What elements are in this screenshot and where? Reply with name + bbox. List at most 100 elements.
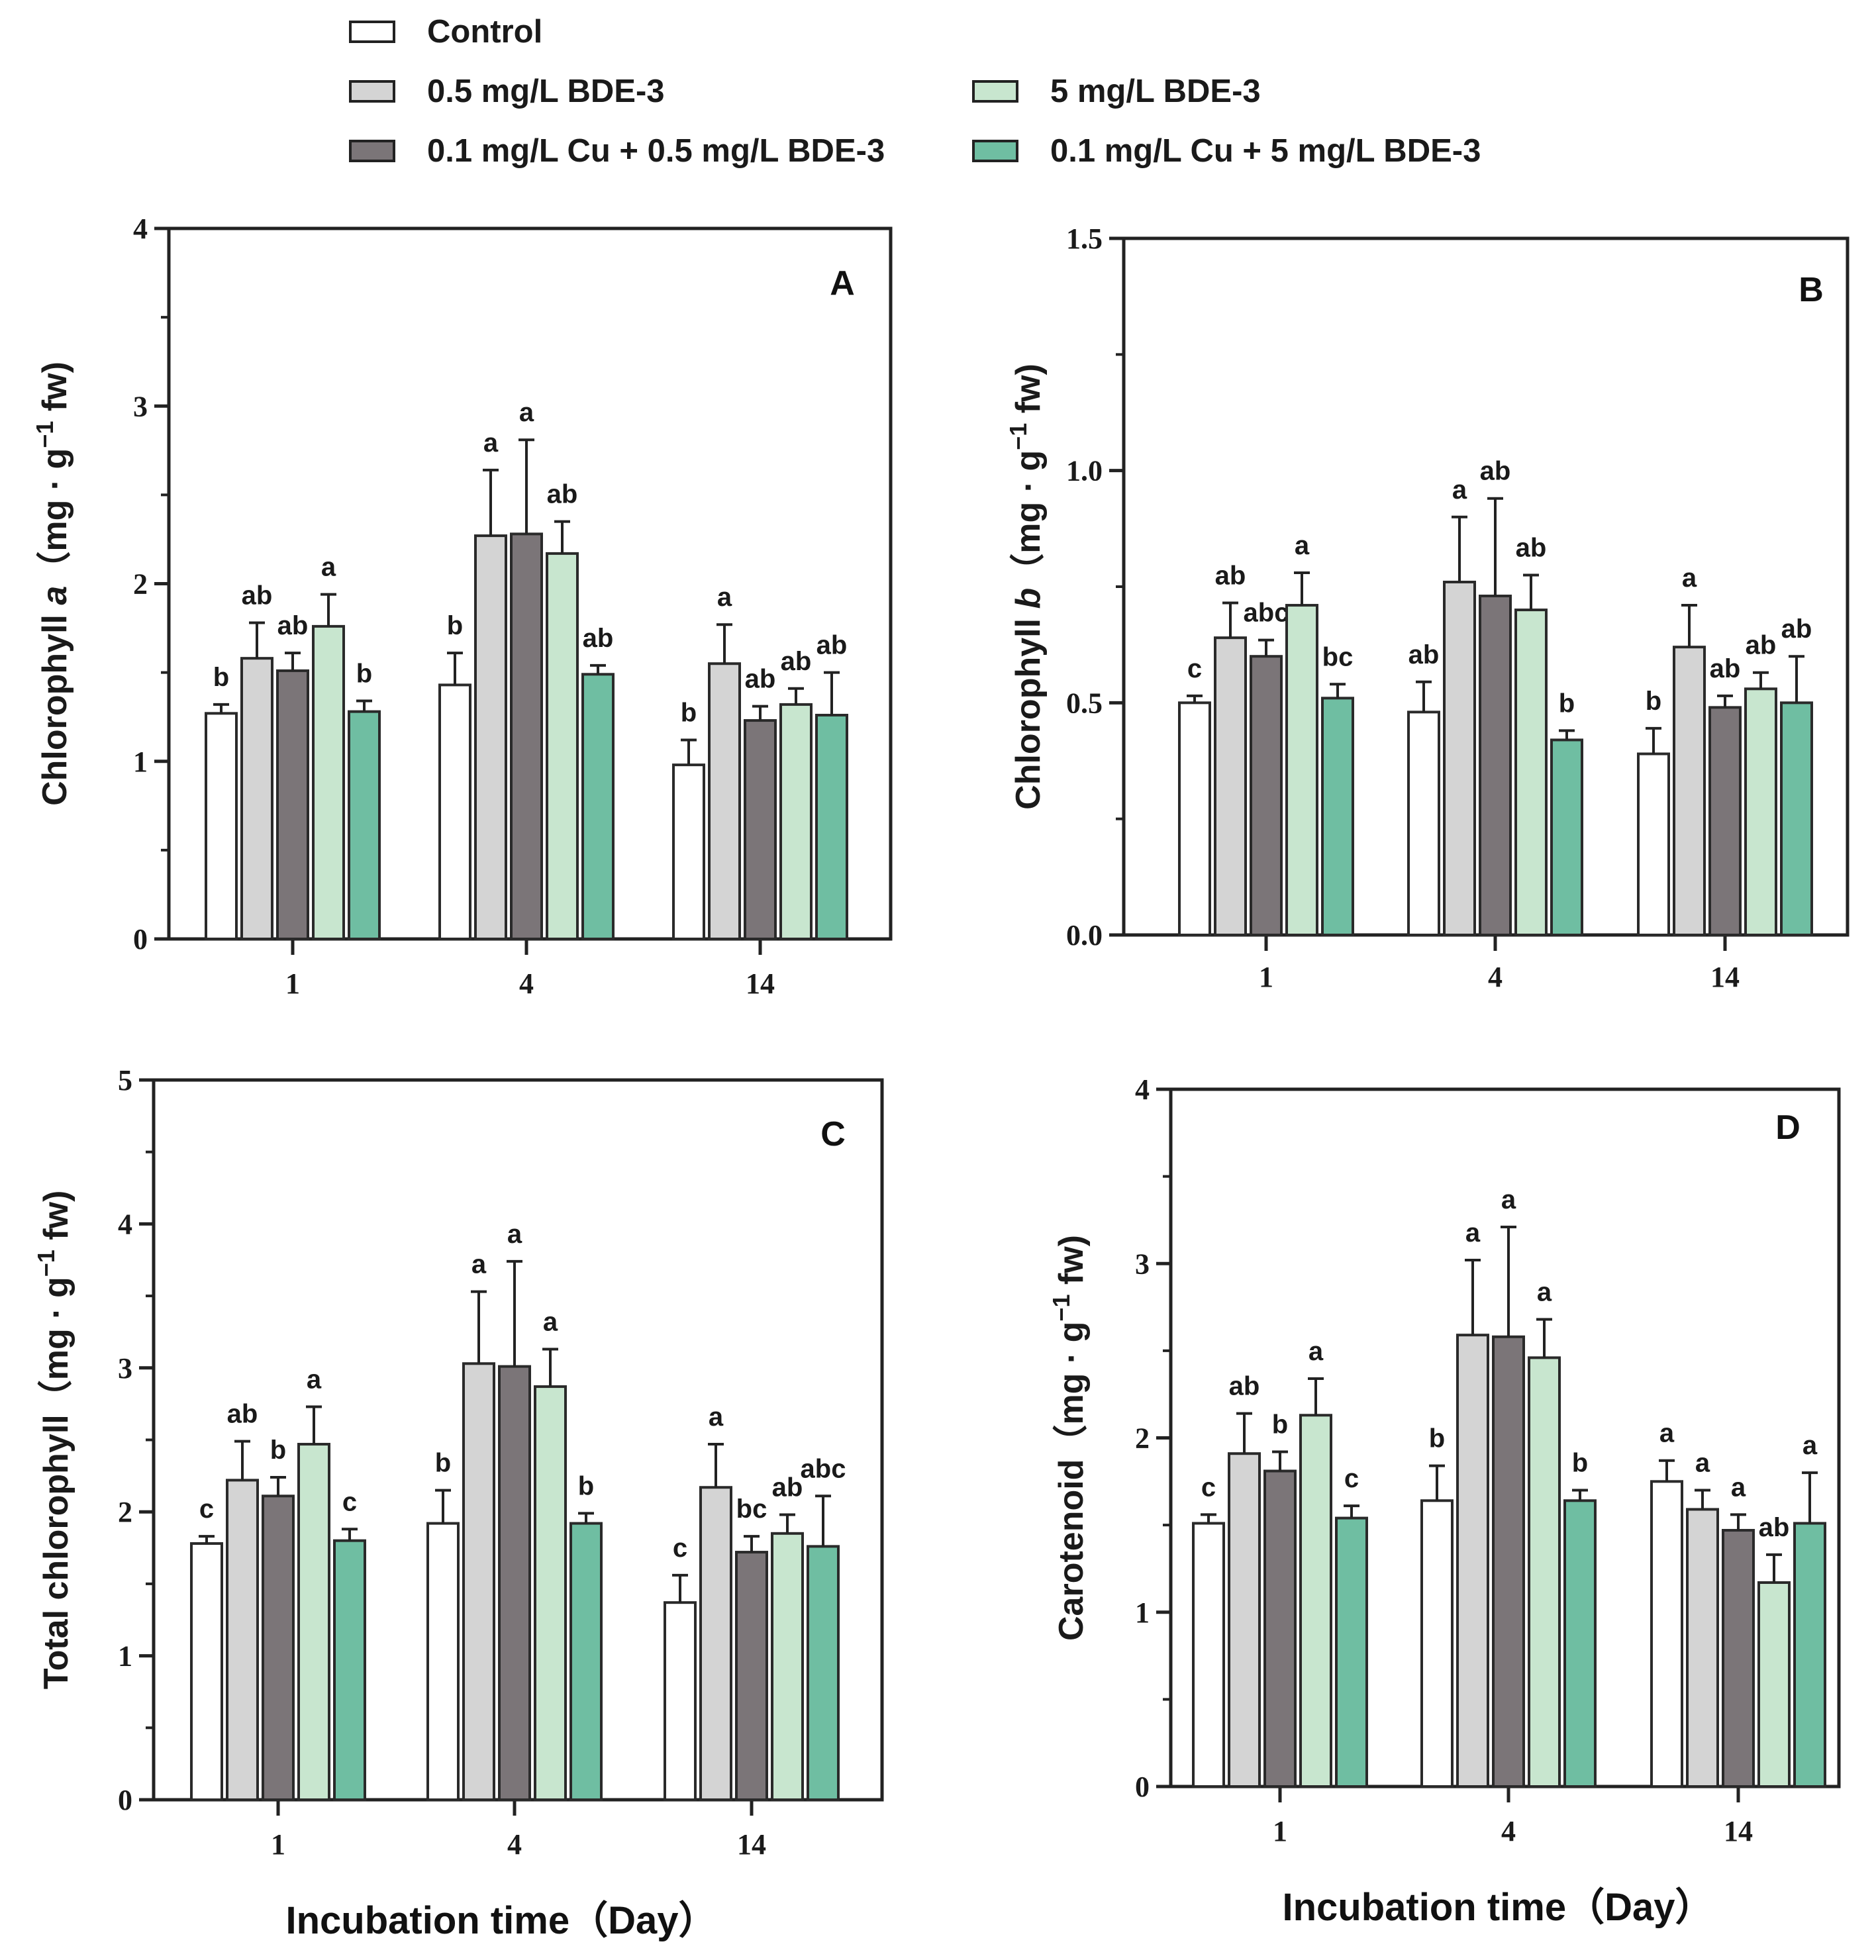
bar: [569, 1522, 603, 1802]
bar: [815, 714, 848, 940]
x-tick-label: 4: [519, 967, 534, 1000]
bar: [672, 763, 705, 940]
y-tick-label: 1: [1135, 1596, 1150, 1629]
bar: [240, 657, 273, 940]
bar: [1285, 604, 1318, 936]
significance-letter: a: [717, 583, 732, 612]
legend: Control 0.5 mg/L BDE-3 5 mg/L BDE-3 0.1 …: [0, 0, 1876, 179]
y-tick-label: 2: [118, 1496, 132, 1528]
significance-letter: a: [321, 553, 336, 582]
significance-letter: c: [199, 1494, 214, 1524]
significance-letter: c: [342, 1487, 357, 1516]
bar: [708, 662, 741, 941]
bar: [1708, 706, 1742, 936]
legend-item-control: Control: [349, 13, 542, 50]
significance-letter: b: [681, 699, 697, 728]
legend-label-cu-bde-low: 0.1 mg/L Cu + 0.5 mg/L BDE-3: [427, 133, 885, 169]
significance-letter: ab: [1781, 614, 1812, 644]
significance-letter: ab: [1516, 533, 1547, 562]
significance-letter: b: [213, 663, 229, 692]
bar: [546, 552, 579, 940]
legend-item-bde-high: 5 mg/L BDE-3: [972, 73, 1261, 110]
panel-c: 0 1 2 3 4 5 Total chlorophyll（mg · g−1 fw) C 1 c a…: [32, 1064, 884, 1861]
bar: [438, 683, 471, 940]
significance-letter: ab: [277, 611, 309, 640]
significance-letter: b: [1272, 1410, 1288, 1440]
y-tick-label: 3: [1135, 1248, 1150, 1280]
bar: [1192, 1522, 1225, 1788]
significance-letter: a: [519, 398, 534, 427]
significance-letter: ab: [772, 1473, 803, 1502]
bar: [1780, 701, 1813, 937]
x-tick-label: 1: [1259, 961, 1273, 993]
significance-letter: c: [1344, 1464, 1359, 1493]
y-tick-label: 1: [133, 746, 148, 778]
y-tick-label: 0.5: [1066, 687, 1103, 719]
y-tick-label: 1.0: [1066, 455, 1103, 487]
significance-letter: c: [1201, 1473, 1216, 1502]
bar: [190, 1542, 223, 1802]
significance-letter: ab: [1746, 631, 1777, 660]
bar: [1650, 1480, 1683, 1788]
bar: [771, 1532, 804, 1802]
significance-letter: c: [1187, 654, 1202, 683]
bar: [1228, 1452, 1261, 1788]
significance-letter: ab: [745, 665, 776, 694]
bar: [312, 624, 345, 940]
y-axis-label: Chlorophyll b（mg · g−1 fw): [1005, 364, 1048, 810]
bar: [1637, 752, 1670, 936]
bar: [297, 1443, 330, 1801]
significance-letter: ab: [583, 624, 614, 653]
significance-letter: ab: [227, 1400, 258, 1429]
bar: [1178, 701, 1211, 937]
legend-swatch-cu-bde-low: [349, 140, 395, 162]
significance-letter: a: [1695, 1448, 1710, 1477]
bar: [1479, 595, 1512, 936]
bar: [1420, 1499, 1454, 1788]
bar: [462, 1362, 495, 1802]
x-axis-title-left: Incubation time（Day）: [286, 1899, 717, 1942]
significance-letter: a: [1802, 1431, 1818, 1460]
bar: [1722, 1529, 1755, 1788]
bar: [735, 1551, 768, 1802]
bar: [744, 719, 777, 940]
y-tick-label: 2: [133, 568, 148, 601]
y-tick-label: 4: [1135, 1073, 1150, 1106]
significance-letter: ab: [242, 581, 273, 611]
bar: [1456, 1334, 1489, 1788]
significance-letter: ab: [1710, 654, 1741, 683]
x-tick-label: 4: [1488, 961, 1503, 993]
panel-letter: C: [820, 1115, 846, 1153]
significance-letter: b: [356, 660, 372, 689]
bar: [426, 1522, 460, 1802]
bar: [474, 534, 507, 940]
bar: [1744, 687, 1777, 936]
significance-letter: ab: [1229, 1372, 1260, 1401]
x-tick-label: 14: [1724, 1815, 1753, 1847]
significance-letter: a: [507, 1220, 522, 1249]
panel-b: 0.0 0.5 1.0 1.5 Chlorophyll b（mg · g−1 fw) B 1…: [1005, 222, 1850, 993]
bar: [581, 673, 615, 940]
significance-letter: a: [543, 1308, 558, 1337]
significance-letter: a: [1659, 1419, 1675, 1448]
significance-letter: a: [307, 1365, 322, 1394]
legend-label-cu-bde-high: 0.1 mg/L Cu + 5 mg/L BDE-3: [1050, 133, 1481, 169]
bar: [1214, 636, 1247, 936]
bar: [262, 1494, 295, 1801]
bar: [205, 712, 238, 940]
significance-letter: b: [270, 1436, 286, 1465]
y-tick-label: 1.5: [1066, 222, 1103, 255]
y-tick-label: 2: [1135, 1422, 1150, 1455]
significance-letter: bc: [1322, 642, 1354, 671]
significance-letter: b: [1646, 687, 1661, 716]
significance-letter: b: [1429, 1424, 1445, 1453]
y-tick-label: 0: [1135, 1771, 1150, 1803]
bar: [1299, 1414, 1332, 1788]
legend-label-bde-high: 5 mg/L BDE-3: [1050, 74, 1261, 109]
x-axis-title-right: Incubation time（Day）: [1283, 1886, 1714, 1929]
legend-label-bde-low: 0.5 mg/L BDE-3: [427, 74, 665, 109]
significance-letter: a: [1731, 1473, 1746, 1502]
significance-letter: ab: [1480, 457, 1511, 486]
bar: [807, 1545, 840, 1801]
